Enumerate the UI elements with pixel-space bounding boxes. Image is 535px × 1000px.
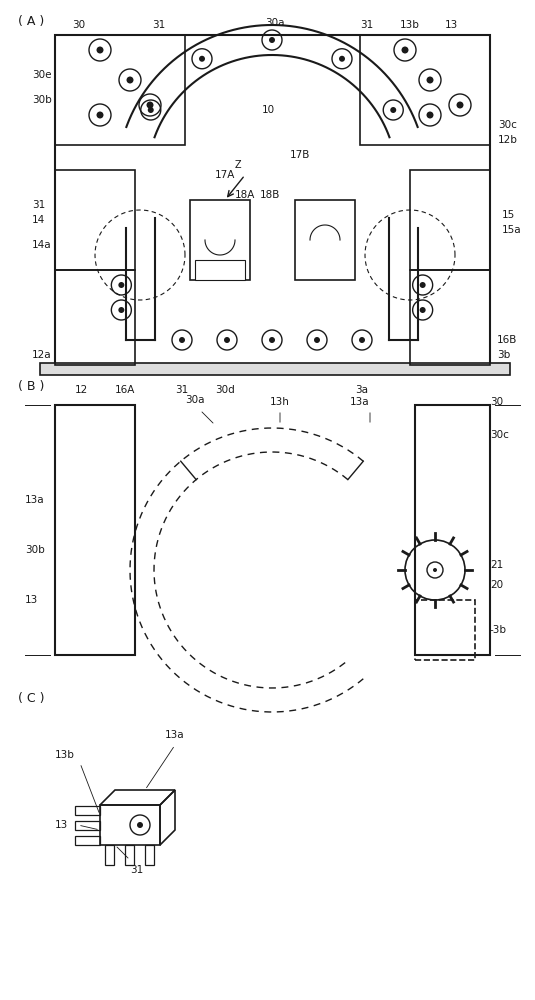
Circle shape (390, 107, 396, 113)
Bar (410, 270, 490, 365)
Bar (55, 170, 135, 270)
Bar (55, 35, 490, 365)
Text: 12a: 12a (32, 350, 51, 360)
Text: 30e: 30e (32, 70, 51, 80)
Bar (125, 845, 134, 865)
Circle shape (148, 107, 154, 113)
Text: 31: 31 (175, 385, 188, 395)
Bar (75, 836, 100, 845)
Text: 13b: 13b (55, 750, 75, 760)
Circle shape (147, 102, 154, 108)
Text: 30c: 30c (498, 120, 517, 130)
Circle shape (179, 337, 185, 343)
Circle shape (314, 337, 320, 343)
Text: 30: 30 (490, 397, 503, 407)
Bar (410, 170, 490, 270)
Bar (195, 260, 245, 280)
Circle shape (137, 822, 143, 828)
Text: 30a: 30a (265, 18, 285, 28)
Text: 13a: 13a (350, 397, 370, 407)
Bar (100, 805, 160, 845)
Circle shape (96, 111, 103, 118)
Text: ( A ): ( A ) (18, 15, 44, 28)
Text: 16A: 16A (115, 385, 135, 395)
Circle shape (419, 307, 426, 313)
Circle shape (359, 337, 365, 343)
Text: 13: 13 (55, 820, 68, 830)
Text: 13a: 13a (25, 495, 44, 505)
Text: 30b: 30b (25, 545, 45, 555)
Text: 30b: 30b (32, 95, 52, 105)
Text: 21: 21 (490, 560, 503, 570)
Text: ( B ): ( B ) (18, 380, 44, 393)
Text: -3b: -3b (490, 625, 507, 635)
Circle shape (401, 46, 409, 53)
Bar (75, 821, 100, 830)
Circle shape (339, 56, 345, 62)
Bar (360, 35, 490, 145)
Text: 14a: 14a (32, 240, 51, 250)
Text: 30d: 30d (215, 385, 235, 395)
Circle shape (224, 337, 230, 343)
Text: 15a: 15a (502, 225, 522, 235)
Circle shape (126, 77, 134, 84)
Text: ( C ): ( C ) (18, 692, 44, 705)
Text: 12: 12 (75, 385, 88, 395)
Text: Z: Z (235, 160, 241, 170)
Circle shape (419, 282, 426, 288)
Bar (40, 363, 510, 375)
Text: 12b: 12b (498, 135, 518, 145)
Circle shape (456, 102, 463, 108)
Bar (415, 600, 475, 660)
Text: 13: 13 (25, 595, 38, 605)
Bar (55, 270, 135, 365)
Bar (75, 806, 100, 815)
Text: 31: 31 (32, 200, 45, 210)
Circle shape (118, 282, 124, 288)
Circle shape (433, 568, 437, 572)
Text: 30: 30 (72, 20, 85, 30)
Text: 31: 31 (360, 20, 373, 30)
Text: 30a: 30a (185, 395, 204, 405)
Bar (295, 200, 355, 280)
Circle shape (199, 56, 205, 62)
Text: 20: 20 (490, 580, 503, 590)
Bar (105, 845, 114, 865)
Circle shape (269, 37, 275, 43)
Circle shape (426, 77, 433, 84)
Text: 13a: 13a (165, 730, 185, 740)
Text: 10: 10 (262, 105, 275, 115)
Text: 18A: 18A (235, 190, 255, 200)
Text: 13: 13 (445, 20, 458, 30)
Text: 13b: 13b (400, 20, 420, 30)
Circle shape (426, 111, 433, 118)
Text: 17A: 17A (215, 170, 235, 180)
Text: 30c: 30c (490, 430, 509, 440)
Bar (415, 405, 490, 655)
Text: 15: 15 (502, 210, 515, 220)
Bar (55, 35, 185, 145)
Text: 31: 31 (152, 20, 165, 30)
Circle shape (118, 307, 124, 313)
Text: 18B: 18B (260, 190, 280, 200)
Text: 31: 31 (130, 865, 143, 875)
Bar (190, 200, 250, 280)
Bar (55, 405, 135, 655)
Circle shape (96, 46, 103, 53)
Circle shape (269, 337, 275, 343)
Text: 14: 14 (32, 215, 45, 225)
Text: 3b: 3b (497, 350, 510, 360)
Text: 3a: 3a (355, 385, 368, 395)
Text: 16B: 16B (497, 335, 517, 345)
Bar (145, 845, 154, 865)
Text: 13h: 13h (270, 397, 290, 407)
Text: 17B: 17B (290, 150, 310, 160)
